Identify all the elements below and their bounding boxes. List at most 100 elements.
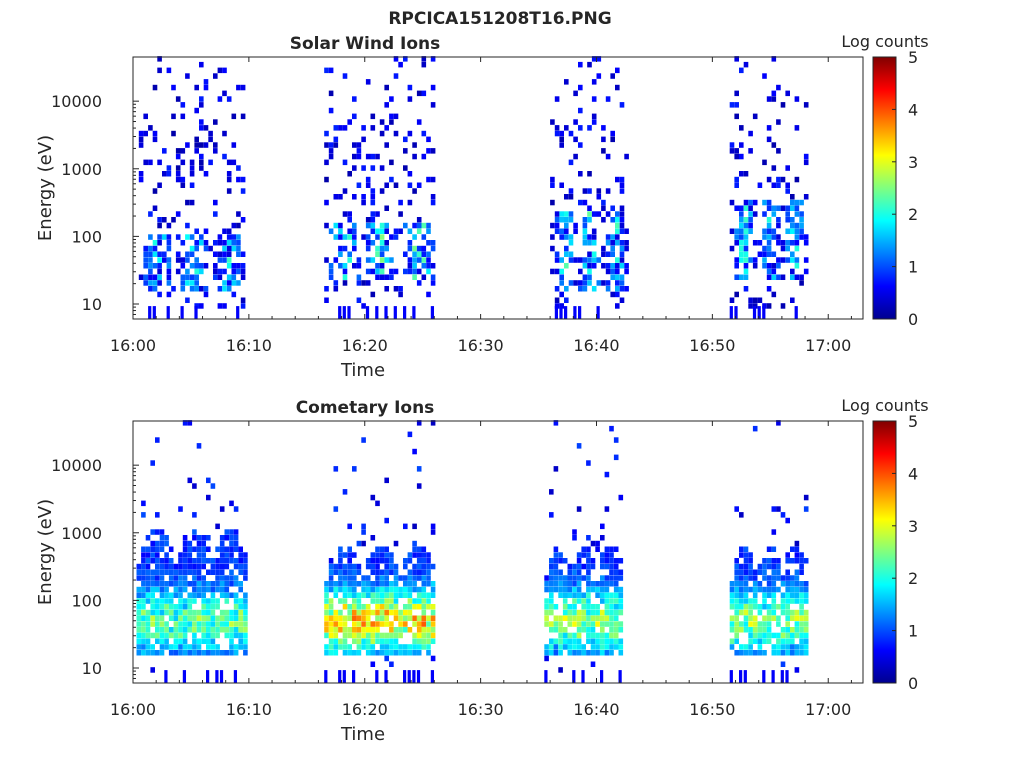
spectrogram-cell — [803, 598, 809, 604]
spectrogram-cell — [187, 592, 193, 598]
spectrogram-cell — [600, 535, 605, 541]
spectrogram-cell — [155, 621, 160, 627]
spectrogram-cell — [384, 644, 389, 650]
spectrogram-cell — [780, 670, 784, 683]
spectrogram-cell — [393, 632, 399, 639]
spectrogram-cell — [342, 234, 348, 240]
spectrogram-cell — [196, 535, 202, 541]
spectrogram-cell — [558, 627, 563, 633]
spectrogram-cell — [384, 306, 388, 319]
spectrogram-cell — [173, 586, 179, 593]
spectrogram-cell — [803, 159, 809, 166]
spectrogram-cell — [739, 240, 744, 246]
spectrogram-cell — [586, 569, 591, 575]
spectrogram-cell — [171, 130, 176, 137]
spectrogram-cell — [187, 558, 193, 564]
spectrogram-cell — [799, 217, 804, 223]
spectrogram-cell — [384, 615, 389, 621]
spectrogram-cell — [365, 644, 371, 650]
spectrogram-cell — [233, 581, 239, 587]
spectrogram-cell — [600, 586, 605, 593]
spectrogram-cell — [210, 558, 216, 564]
spectrogram-cell — [155, 615, 160, 621]
spectrogram-cell — [573, 119, 578, 125]
spectrogram-cell — [743, 558, 749, 564]
spectrogram-cell — [224, 535, 230, 541]
spectrogram-cell — [389, 569, 394, 575]
spectrogram-cell — [752, 638, 758, 644]
spectrogram-cell — [794, 621, 800, 627]
spectrogram-cell — [762, 650, 767, 656]
spectrogram-cell — [587, 240, 592, 246]
spectrogram-cell — [233, 546, 239, 552]
spectrogram-cell — [576, 506, 582, 512]
spectrogram-cell — [187, 604, 193, 610]
spectrogram-cell — [150, 615, 155, 621]
spectrogram-cell — [199, 165, 204, 171]
spectrogram-cell — [141, 592, 146, 598]
spectrogram-cell — [210, 609, 216, 616]
spectrogram-cell — [739, 552, 744, 558]
spectrogram-cell — [365, 79, 371, 85]
spectrogram-cell — [553, 575, 559, 581]
spectrogram-cell — [196, 615, 202, 621]
spectrogram-cell — [324, 598, 329, 604]
spectrogram-cell — [347, 306, 351, 319]
spectrogram-cell — [776, 558, 781, 564]
spectrogram-cell — [587, 280, 592, 286]
spectrogram-cell — [743, 604, 749, 610]
spectrogram-cell — [398, 592, 403, 598]
spectrogram-cell — [615, 211, 620, 217]
spectrogram-cell — [624, 268, 629, 275]
y-tick-label: 1000 — [61, 524, 102, 543]
spectrogram-cell — [393, 540, 399, 547]
spectrogram-cell — [729, 228, 735, 234]
spectrogram-cell — [734, 609, 739, 616]
spectrogram-cell — [238, 581, 243, 587]
spectrogram-cell — [201, 563, 206, 570]
spectrogram-cell — [609, 563, 614, 570]
spectrogram-cell — [595, 650, 600, 656]
spectrogram-cell — [347, 609, 352, 616]
spectrogram-cell — [426, 592, 431, 598]
spectrogram-cell — [324, 297, 329, 303]
spectrogram-cell — [236, 306, 240, 319]
spectrogram-cell — [356, 148, 362, 154]
spectrogram-cell — [365, 280, 371, 286]
spectrogram-cell — [562, 609, 568, 616]
spectrogram-cell — [559, 217, 564, 223]
spectrogram-cell — [752, 586, 758, 593]
spectrogram-cell — [578, 268, 583, 275]
spectrogram-cell — [215, 523, 220, 530]
spectrogram-cell — [206, 604, 211, 610]
spectrogram-cell — [790, 581, 795, 587]
spectrogram-cell — [619, 251, 625, 257]
spectrogram-cell — [365, 234, 371, 240]
spectrogram-cell — [333, 506, 339, 512]
spectrogram-cell — [185, 234, 190, 240]
spectrogram-cell — [347, 563, 352, 570]
spectrogram-cell — [192, 535, 197, 541]
spectrogram-cell — [231, 113, 237, 120]
spectrogram-cell — [752, 303, 758, 309]
spectrogram-cell — [194, 142, 199, 148]
spectrogram-cell — [384, 228, 389, 234]
spectrogram-cell — [196, 627, 202, 633]
spectrogram-cell — [143, 113, 148, 120]
spectrogram-cell — [224, 632, 230, 639]
spectrogram-cell — [236, 222, 241, 229]
spectrogram-cell — [739, 245, 744, 252]
spectrogram-cell — [375, 586, 380, 593]
spectrogram-cell — [729, 297, 735, 303]
spectrogram-cell — [173, 644, 179, 650]
spectrogram-cell — [365, 563, 371, 570]
spectrogram-cell — [178, 604, 183, 610]
spectrogram-cell — [416, 245, 422, 252]
spectrogram-cell — [361, 540, 366, 547]
spectrogram-cell — [206, 632, 211, 639]
spectrogram-cell — [342, 615, 348, 621]
spectrogram-cell — [194, 84, 199, 91]
spectrogram-cell — [576, 558, 582, 564]
spectrogram-cell — [194, 280, 199, 286]
spectrogram-cell — [752, 211, 758, 217]
